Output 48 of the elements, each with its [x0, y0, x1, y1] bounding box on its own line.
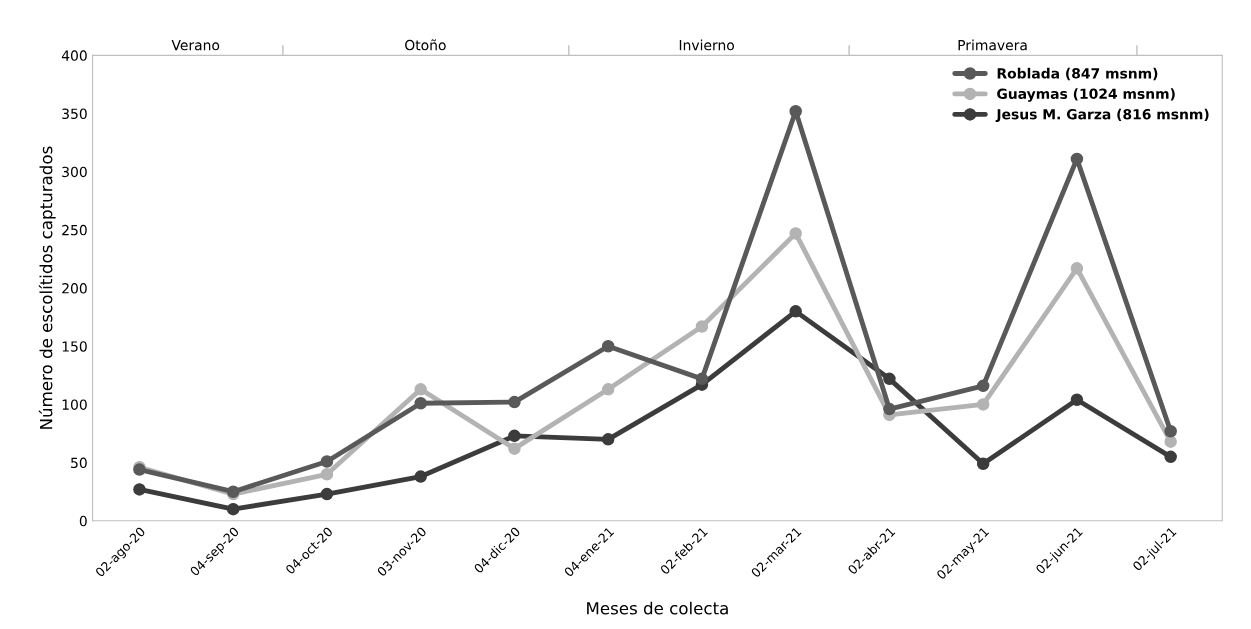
y-tick-label: 0 [79, 515, 87, 527]
text: Otoño [405, 39, 446, 51]
point [1070, 262, 1084, 275]
point [601, 383, 615, 396]
y-axis-title: Número de escolítidos capturados [38, 146, 56, 429]
y-tick-label: 50 [71, 457, 87, 469]
legend-label: Jesus M. Garza (816 msnm) [995, 108, 1209, 123]
point [789, 227, 802, 240]
y-tick-label: 400 [61, 50, 87, 61]
text: Verano [171, 40, 220, 51]
point [601, 433, 615, 446]
point [1070, 152, 1084, 166]
point [1070, 393, 1084, 407]
point [601, 340, 615, 353]
point [133, 483, 146, 496]
point [414, 397, 427, 410]
y-tick-label: 250 [62, 224, 87, 236]
x-axis-title: Meses de colecta [587, 601, 728, 615]
point [320, 468, 334, 481]
y-tick-label: 150 [62, 341, 87, 352]
text: Invierno [679, 39, 734, 51]
point [508, 429, 521, 443]
point [789, 104, 802, 118]
point [883, 372, 896, 386]
legend-label: Guaymas (1024 msnm) [997, 88, 1175, 102]
point [976, 398, 990, 411]
point [789, 305, 802, 318]
point [226, 502, 240, 516]
point [320, 487, 334, 501]
y-tick-label: 300 [62, 166, 87, 178]
point [508, 442, 521, 455]
point [508, 395, 521, 409]
point [414, 383, 427, 396]
point [1164, 424, 1177, 438]
point [883, 402, 896, 416]
point [695, 320, 709, 333]
y-tick-label: 100 [62, 399, 87, 410]
point [1164, 450, 1177, 464]
legend-label: Roblada (847 msnm) [997, 67, 1158, 81]
point [414, 470, 427, 483]
text: Primavera [958, 39, 1027, 51]
y-tick-label: 350 [62, 108, 87, 120]
point [1164, 435, 1177, 448]
point [976, 457, 990, 471]
y-tick-label: 200 [62, 283, 87, 294]
point [976, 379, 990, 393]
point [695, 372, 709, 386]
point [320, 455, 334, 468]
